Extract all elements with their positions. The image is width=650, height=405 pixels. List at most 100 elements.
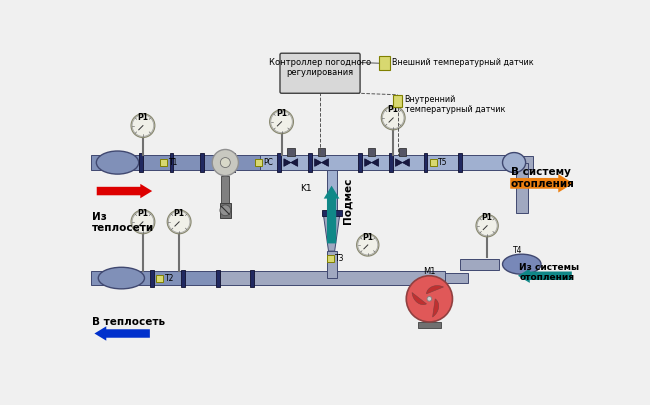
Text: P1: P1 [276, 109, 287, 118]
Circle shape [132, 115, 153, 136]
Bar [222, 176, 229, 202]
Circle shape [358, 235, 378, 255]
Text: P1: P1 [174, 209, 185, 218]
Circle shape [271, 111, 293, 132]
Circle shape [476, 215, 499, 237]
Bar [326, 255, 333, 262]
Polygon shape [291, 159, 298, 166]
Circle shape [220, 158, 230, 168]
Text: Из
теплосети: Из теплосети [92, 212, 154, 233]
Polygon shape [426, 286, 443, 294]
Polygon shape [372, 159, 378, 166]
Circle shape [427, 296, 432, 301]
Bar [326, 251, 337, 278]
Text: T1: T1 [169, 158, 178, 167]
FancyBboxPatch shape [280, 53, 360, 93]
Polygon shape [94, 326, 150, 341]
Polygon shape [284, 159, 291, 166]
Text: Подмес: Подмес [343, 178, 352, 224]
Bar [458, 153, 462, 172]
Circle shape [382, 106, 405, 130]
Text: T4: T4 [513, 246, 522, 255]
Polygon shape [365, 159, 372, 166]
Bar [216, 270, 220, 286]
Bar [358, 153, 362, 172]
Bar [318, 148, 326, 156]
Text: Контроллер погодного
регулирования: Контроллер погодного регулирования [269, 58, 371, 77]
Circle shape [168, 211, 190, 232]
Text: Внутренний
температурный датчик: Внутренний температурный датчик [405, 95, 505, 114]
Polygon shape [315, 159, 322, 166]
Bar [380, 56, 390, 70]
Text: P1: P1 [387, 105, 398, 114]
Bar [150, 270, 154, 286]
Bar [231, 153, 235, 172]
Circle shape [357, 234, 379, 256]
Bar [157, 275, 163, 281]
Circle shape [270, 110, 293, 134]
Bar [326, 170, 337, 213]
Bar [460, 259, 499, 270]
Bar [90, 271, 218, 285]
Polygon shape [402, 159, 410, 166]
Bar [322, 209, 342, 216]
Circle shape [406, 276, 452, 322]
Bar [200, 153, 204, 172]
Bar [255, 160, 261, 166]
Bar [161, 159, 167, 166]
Circle shape [213, 149, 239, 176]
Text: P1: P1 [362, 232, 373, 242]
Bar [398, 148, 406, 156]
Text: Из системы
отопления: Из системы отопления [519, 263, 580, 282]
Circle shape [477, 216, 497, 236]
Bar [287, 148, 294, 156]
Circle shape [167, 210, 191, 234]
Text: M1: M1 [423, 267, 436, 276]
Text: В систему
отопления: В систему отопления [511, 167, 575, 189]
Bar [391, 155, 510, 170]
Bar [510, 156, 534, 169]
Text: T5: T5 [438, 158, 448, 167]
Bar [308, 153, 312, 172]
Bar [278, 153, 281, 172]
Bar [393, 95, 402, 107]
Polygon shape [395, 159, 402, 166]
Bar [389, 153, 393, 172]
Circle shape [132, 211, 153, 232]
Bar [218, 271, 445, 285]
Bar [220, 202, 231, 218]
Circle shape [131, 210, 155, 234]
Polygon shape [412, 292, 426, 305]
Text: K1: K1 [300, 184, 311, 193]
Ellipse shape [96, 151, 138, 174]
Ellipse shape [98, 267, 144, 289]
Ellipse shape [502, 254, 541, 274]
Text: PC: PC [263, 158, 273, 167]
Bar [430, 159, 437, 166]
Bar [138, 153, 142, 172]
Bar [445, 273, 468, 283]
Bar [260, 155, 391, 170]
Bar [515, 162, 528, 213]
Circle shape [220, 205, 231, 216]
Polygon shape [433, 299, 439, 317]
Text: T2: T2 [165, 273, 174, 283]
Bar [90, 155, 268, 170]
Text: P1: P1 [137, 113, 148, 121]
Text: Внешний температурный датчик: Внешний температурный датчик [393, 58, 534, 67]
Polygon shape [323, 213, 340, 251]
Text: P1: P1 [482, 213, 493, 222]
Bar [181, 270, 185, 286]
Polygon shape [97, 184, 152, 198]
Polygon shape [510, 174, 573, 192]
Bar [424, 153, 428, 172]
Bar [418, 322, 441, 328]
Polygon shape [518, 269, 572, 283]
Ellipse shape [502, 153, 526, 173]
Polygon shape [322, 159, 328, 166]
Text: T3: T3 [335, 254, 344, 263]
Bar [368, 148, 376, 156]
Text: В теплосеть: В теплосеть [92, 317, 165, 326]
Circle shape [131, 114, 155, 138]
Polygon shape [324, 185, 339, 243]
